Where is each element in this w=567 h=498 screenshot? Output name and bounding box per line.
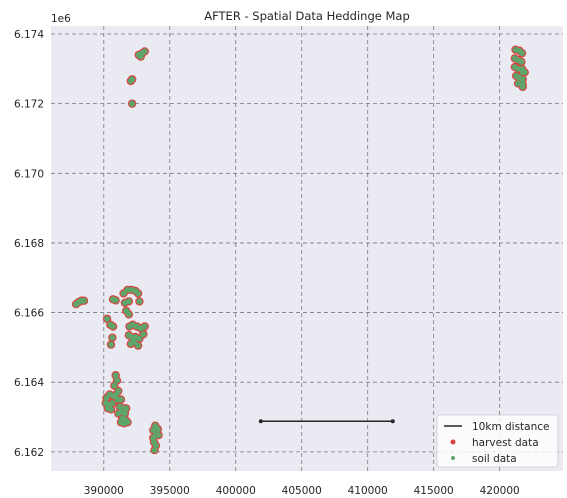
soil-point (519, 50, 526, 57)
soil-point (125, 311, 132, 318)
soil-point (80, 297, 87, 304)
soil-point (121, 410, 128, 417)
x-tick-label: 400000 (216, 485, 256, 497)
soil-point (111, 382, 118, 389)
soil-point (135, 342, 142, 349)
soil-point (151, 447, 158, 454)
grid (51, 26, 563, 471)
soil-point (141, 323, 148, 330)
plot-area (51, 26, 563, 471)
soil-point (140, 331, 147, 338)
soil-point (519, 83, 526, 90)
soil-point (137, 53, 144, 60)
legend-harvest-swatch (450, 439, 456, 445)
soil-point (110, 323, 117, 330)
y-tick-label: 6.162 (14, 447, 44, 459)
distance-endpoint (390, 419, 395, 424)
x-tick-label: 390000 (84, 485, 124, 497)
soil-point (152, 442, 159, 449)
soil-point (135, 290, 142, 297)
soil-point (123, 405, 130, 412)
soil-point (515, 80, 522, 87)
soil-point (117, 396, 124, 403)
y-offset-label: 1e6 (51, 13, 71, 25)
y-tick-label: 6.174 (14, 29, 44, 41)
soil-point (112, 297, 119, 304)
distance-endpoint (258, 419, 263, 424)
x-tick-label: 405000 (282, 485, 322, 497)
soil-point (131, 339, 138, 346)
y-tick-label: 6.170 (14, 168, 44, 180)
y-tick-label: 6.166 (14, 308, 44, 320)
legend-distance-label: 10km distance (472, 421, 550, 433)
soil-point (136, 298, 143, 305)
soil-point (155, 432, 162, 439)
soil-point (108, 341, 115, 348)
chart-title: AFTER - Spatial Data Heddinge Map (204, 9, 410, 23)
legend-soil-swatch (451, 456, 455, 460)
soil-point (109, 400, 116, 407)
legend-box (436, 414, 559, 468)
soil-point (124, 419, 131, 426)
soil-series (73, 46, 528, 454)
distance-line-group (258, 419, 395, 424)
soil-point (136, 335, 143, 342)
soil-point (112, 372, 119, 379)
soil-point (154, 426, 161, 433)
soil-point (108, 406, 115, 413)
soil-point (109, 334, 116, 341)
soil-point (113, 377, 120, 384)
soil-point (141, 48, 148, 55)
soil-point (110, 393, 117, 400)
legend: 10km distance harvest data soil data (436, 414, 559, 468)
legend-harvest-label: harvest data (472, 437, 539, 449)
x-tick-label: 420000 (480, 485, 520, 497)
soil-point (519, 76, 526, 83)
soil-point (104, 315, 111, 322)
soil-point (129, 76, 136, 83)
y-tick-label: 6.172 (14, 99, 44, 111)
x-axis: 390000 395000 400000 405000 410000 415000 4200… (84, 485, 520, 497)
soil-point (150, 427, 157, 434)
soil-point (521, 69, 528, 76)
x-tick-label: 395000 (150, 485, 190, 497)
legend-soil-label: soil data (472, 453, 517, 465)
x-tick-label: 410000 (348, 485, 388, 497)
soil-point (518, 58, 525, 65)
soil-point (120, 290, 127, 297)
soil-point (129, 100, 136, 107)
soil-point (125, 298, 132, 305)
y-axis: 6.162 6.164 6.166 6.168 6.170 6.172 6.174 (14, 29, 44, 459)
y-tick-label: 6.164 (14, 377, 44, 389)
y-tick-label: 6.168 (14, 238, 44, 250)
x-tick-label: 415000 (414, 485, 454, 497)
